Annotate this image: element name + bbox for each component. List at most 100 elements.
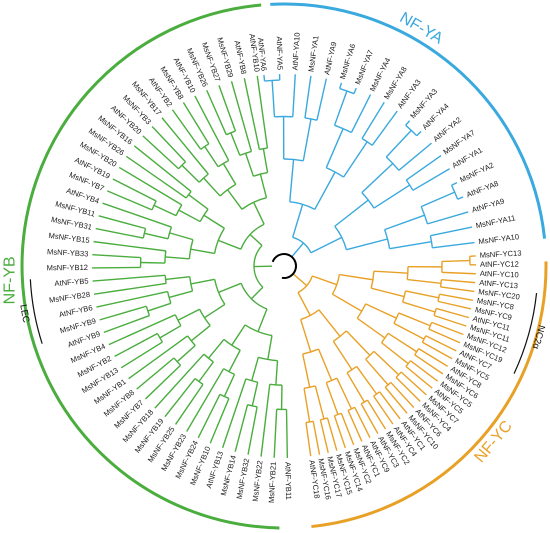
branch-line xyxy=(346,372,365,403)
branch-line xyxy=(174,383,204,425)
subclade-brackets: NC2α LEC xyxy=(17,279,547,374)
branch-line xyxy=(190,278,215,285)
branch-line xyxy=(354,406,371,439)
branch-line xyxy=(387,332,418,353)
branch-line xyxy=(431,321,464,336)
tree-root xyxy=(271,253,297,279)
branch-line xyxy=(190,325,211,342)
clade-arc xyxy=(270,2,547,239)
branch-line xyxy=(433,314,467,327)
branch-line xyxy=(384,386,408,414)
branch-line xyxy=(244,152,255,177)
branch-line xyxy=(204,146,219,168)
branch-line xyxy=(169,232,194,241)
branch-arc xyxy=(450,184,459,200)
branch-line xyxy=(128,335,188,380)
branch-line xyxy=(318,309,341,337)
branch-line xyxy=(275,360,279,385)
branch-line xyxy=(102,202,172,228)
branch-line xyxy=(194,95,230,161)
branch-arc xyxy=(334,124,352,134)
branch-arc xyxy=(240,223,265,250)
branch-line xyxy=(420,191,455,208)
branch-line xyxy=(178,209,201,223)
leaf-label: MsNF-YC13 xyxy=(479,249,521,260)
branch-line xyxy=(400,371,427,396)
branch-line xyxy=(271,80,276,117)
branch-arc xyxy=(289,201,316,210)
branch-line xyxy=(441,271,476,275)
branch-line xyxy=(325,382,339,415)
leaf-label: AtNF-YB11 xyxy=(283,462,293,500)
branch-line xyxy=(251,382,259,407)
branch-line xyxy=(218,85,237,132)
branch-line xyxy=(360,403,379,434)
branch-line xyxy=(302,118,312,161)
branch-line xyxy=(292,74,296,117)
branch-arc xyxy=(223,338,241,351)
branch-line xyxy=(339,82,343,89)
subclade-label: NC2α xyxy=(530,324,547,351)
leaf-label: MsNF-YA6 xyxy=(338,43,358,81)
branch-arc xyxy=(244,324,273,337)
branch-line xyxy=(356,366,378,395)
branch-line xyxy=(334,199,369,227)
branch-line xyxy=(345,330,371,356)
clade-stem xyxy=(291,242,304,258)
branch-line xyxy=(381,342,409,365)
branch-line xyxy=(305,422,312,457)
branch-arc xyxy=(217,159,230,168)
leaf-label: MsNF-YA11 xyxy=(475,213,516,230)
branch-arc xyxy=(198,308,211,327)
branch-line xyxy=(256,75,269,149)
branch-line xyxy=(227,189,243,210)
leaf-label: AtNF-YC12 xyxy=(480,260,519,269)
branch-line xyxy=(96,290,168,308)
branch-line xyxy=(430,226,473,237)
branch-arc xyxy=(226,130,236,136)
branch-line xyxy=(144,232,169,240)
branch-line xyxy=(314,385,325,420)
branch-line xyxy=(112,178,157,202)
branch-line xyxy=(299,319,312,353)
branch-line xyxy=(263,74,266,82)
branch-line xyxy=(207,338,225,359)
branch-line xyxy=(198,361,214,382)
branch-line xyxy=(398,312,431,327)
leaf-label: AtNF-YA10 xyxy=(291,32,302,70)
branch-line xyxy=(435,307,470,319)
branch-line xyxy=(312,421,321,455)
branch-arc xyxy=(437,294,441,302)
branch-line xyxy=(190,248,215,255)
branch-arc xyxy=(370,271,375,289)
branch-line xyxy=(425,335,457,352)
branch-arc xyxy=(303,385,316,390)
branch-line xyxy=(118,166,183,206)
branch-line xyxy=(441,278,476,284)
clade-outer-arcs xyxy=(20,2,548,530)
branch-line xyxy=(176,344,196,363)
branch-line xyxy=(217,239,242,250)
branch-line xyxy=(231,324,246,346)
branch-line xyxy=(164,378,196,418)
branch-line xyxy=(310,236,343,254)
leaf-label: MsNF-YB33 xyxy=(47,247,89,258)
branch-line xyxy=(159,325,182,339)
leaf-label: AtNF-YA8 xyxy=(465,179,500,199)
branch-line xyxy=(292,204,304,238)
branch-line xyxy=(365,358,389,386)
branch-line xyxy=(412,168,450,191)
leaf-label: AtNF-YB8 xyxy=(232,40,248,75)
branch-arc xyxy=(414,348,420,356)
branch-line xyxy=(297,292,311,316)
leaf-label: MsNF-YB32 xyxy=(235,458,252,500)
branch-arc xyxy=(326,167,344,178)
branch-line xyxy=(439,293,474,301)
branch-line xyxy=(339,273,374,281)
leaf-label: MsNF-YB12 xyxy=(47,263,88,272)
branch-line xyxy=(384,214,425,231)
branch-line xyxy=(373,270,408,274)
branch-line xyxy=(398,142,432,171)
leaf-label: MsNF-YB15 xyxy=(48,231,90,245)
